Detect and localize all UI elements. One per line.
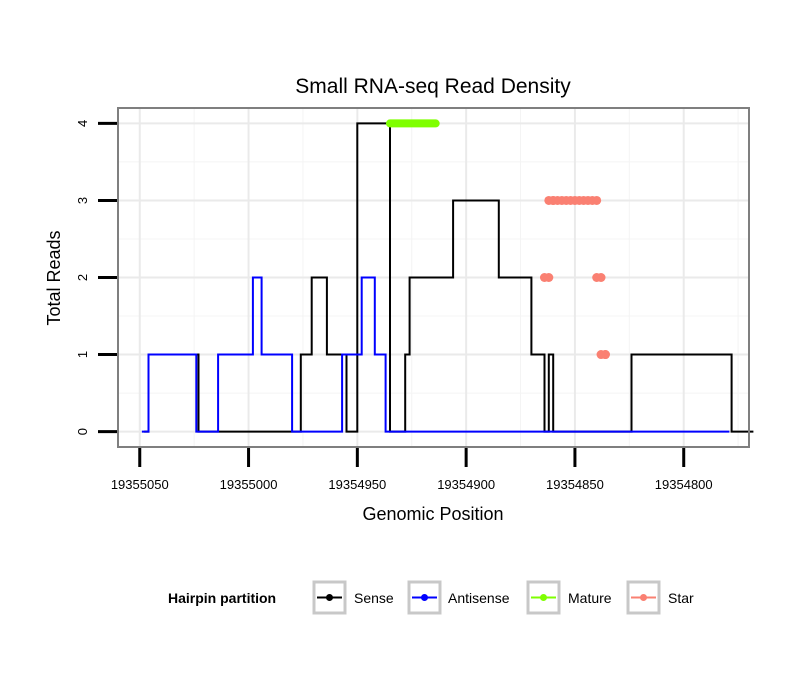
plot-border: [117, 107, 750, 448]
y-tick-label: 3: [75, 197, 90, 204]
legend-item-antisense: Antisense: [407, 580, 510, 615]
legend: Hairpin partition Sense Antisense Mature Sta…: [168, 580, 694, 615]
legend-label-sense: Sense: [354, 590, 394, 606]
grid-lines: [118, 108, 749, 447]
x-tick-label: 19354800: [655, 477, 713, 492]
star-point: [596, 273, 606, 282]
y-tick-label: 4: [75, 120, 90, 127]
x-tick-label: 19354850: [546, 477, 604, 492]
x-tick-label: 19355000: [220, 477, 278, 492]
legend-key-point-star: [640, 594, 647, 601]
axis-ticks: 19355050 19355000 19354950 19354900 19354850…: [75, 120, 713, 492]
y-axis-title: Total Reads: [44, 230, 64, 325]
legend-key-point-antisense: [421, 594, 428, 601]
legend-title: Hairpin partition: [168, 590, 276, 606]
x-tick-label: 19354950: [328, 477, 386, 492]
star-point: [600, 350, 610, 360]
legend-item-sense: Sense: [312, 580, 394, 615]
x-tick-label: 19355050: [111, 477, 169, 492]
legend-key-point-mature: [540, 594, 547, 601]
legend-label-antisense: Antisense: [448, 590, 510, 606]
y-tick-label: 2: [75, 274, 90, 281]
antisense-line: [141, 276, 730, 433]
x-axis-title: Genomic Position: [362, 504, 503, 524]
star-point: [544, 273, 554, 282]
series-layer: [141, 119, 754, 433]
legend-item-star: Star: [626, 580, 694, 615]
chart-title: Small RNA-seq Read Density: [295, 75, 571, 98]
y-tick-label: 1: [75, 351, 90, 358]
y-tick-label: 0: [75, 428, 90, 435]
legend-item-mature: Mature: [526, 580, 612, 615]
x-tick-label: 19354900: [437, 477, 495, 492]
legend-label-star: Star: [668, 590, 694, 606]
legend-label-mature: Mature: [568, 590, 612, 606]
legend-key-point-sense: [326, 594, 333, 601]
star-point: [592, 195, 602, 205]
